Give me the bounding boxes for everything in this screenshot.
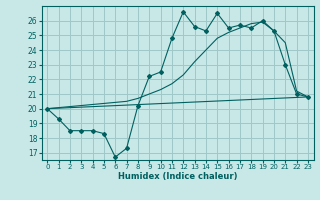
X-axis label: Humidex (Indice chaleur): Humidex (Indice chaleur) (118, 172, 237, 181)
